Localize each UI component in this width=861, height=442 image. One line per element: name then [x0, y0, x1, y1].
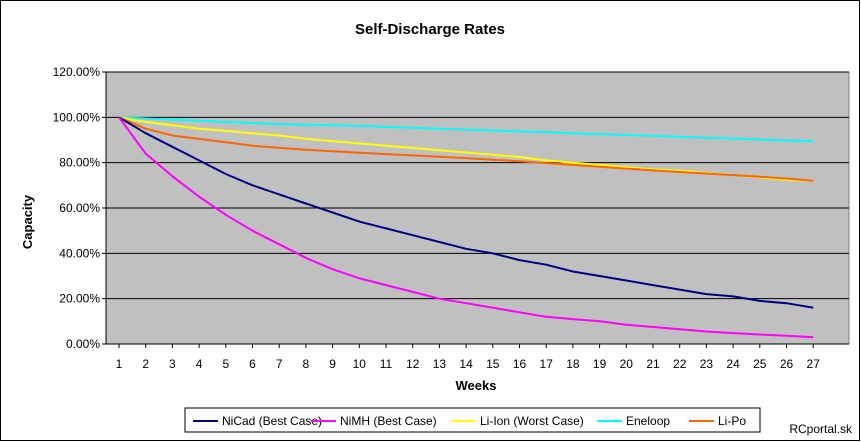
y-axis-ticks: 0.00% 20.00% 40.00% 60.00% 80.00% 100.00% 120.…: [53, 65, 106, 351]
legend-label: Li-Ion (Worst Case): [480, 414, 584, 428]
legend-label: NiCad (Best Case): [222, 414, 322, 428]
x-tick-label: 14: [459, 357, 473, 371]
y-axis-title: Capacity: [20, 194, 35, 249]
x-tick-label: 2: [142, 357, 149, 371]
y-tick-label: 100.00%: [53, 110, 101, 124]
legend-items: NiCad (Best Case) NiMH (Best Case) Li-Ion …: [193, 414, 746, 428]
x-tick-label: 27: [807, 357, 821, 371]
series-line-0: [118, 116, 814, 309]
legend-label: Eneloop: [626, 414, 670, 428]
x-tick-label: 25: [753, 357, 767, 371]
x-tick-label: 3: [169, 357, 176, 371]
x-tick-label: 6: [249, 357, 256, 371]
chart-title: Self-Discharge Rates: [355, 21, 505, 38]
x-tick-label: 19: [593, 357, 607, 371]
x-tick-label: 9: [329, 357, 336, 371]
x-tick-label: 8: [303, 357, 310, 371]
x-tick-label: 21: [646, 357, 660, 371]
y-tick-label: 20.00%: [59, 292, 100, 306]
series-line-1: [118, 116, 814, 339]
x-tick-label: 22: [673, 357, 687, 371]
x-axis-ticks: 1 2 3 4 5 6 7 8 9 10 11 12 13 14 15 16 17 18 19 20 21 22 23 24 2…: [116, 344, 821, 371]
x-tick-label: 15: [486, 357, 500, 371]
x-tick-label: 20: [620, 357, 634, 371]
x-tick-label: 12: [406, 357, 420, 371]
x-tick-label: 13: [433, 357, 447, 371]
x-tick-label: 11: [380, 357, 393, 371]
x-tick-label: 23: [700, 357, 714, 371]
series-lines: [118, 116, 814, 339]
gridlines: [106, 71, 849, 300]
x-tick-label: 7: [276, 357, 283, 371]
x-tick-label: 24: [726, 357, 740, 371]
series-line-4: [118, 116, 814, 182]
x-tick-label: 17: [540, 357, 554, 371]
legend-label: Li-Po: [718, 414, 746, 428]
x-tick-label: 4: [196, 357, 203, 371]
x-axis-title: Weeks: [456, 378, 497, 393]
x-tick-label: 16: [513, 357, 527, 371]
x-tick-label: 5: [222, 357, 229, 371]
legend: [184, 407, 761, 433]
y-tick-label: 80.00%: [59, 156, 100, 170]
x-tick-label: 26: [780, 357, 794, 371]
y-tick-label: 60.00%: [59, 201, 100, 215]
x-tick-label: 10: [353, 357, 367, 371]
x-tick-label: 18: [566, 357, 580, 371]
series-line-3: [118, 116, 814, 143]
legend-label: NiMH (Best Case): [340, 414, 437, 428]
watermark: RCportal.sk: [789, 422, 853, 436]
x-tick-label: 1: [116, 357, 123, 371]
y-tick-label: 120.00%: [53, 65, 101, 79]
y-tick-label: 40.00%: [59, 246, 100, 260]
y-tick-label: 0.00%: [66, 337, 100, 351]
